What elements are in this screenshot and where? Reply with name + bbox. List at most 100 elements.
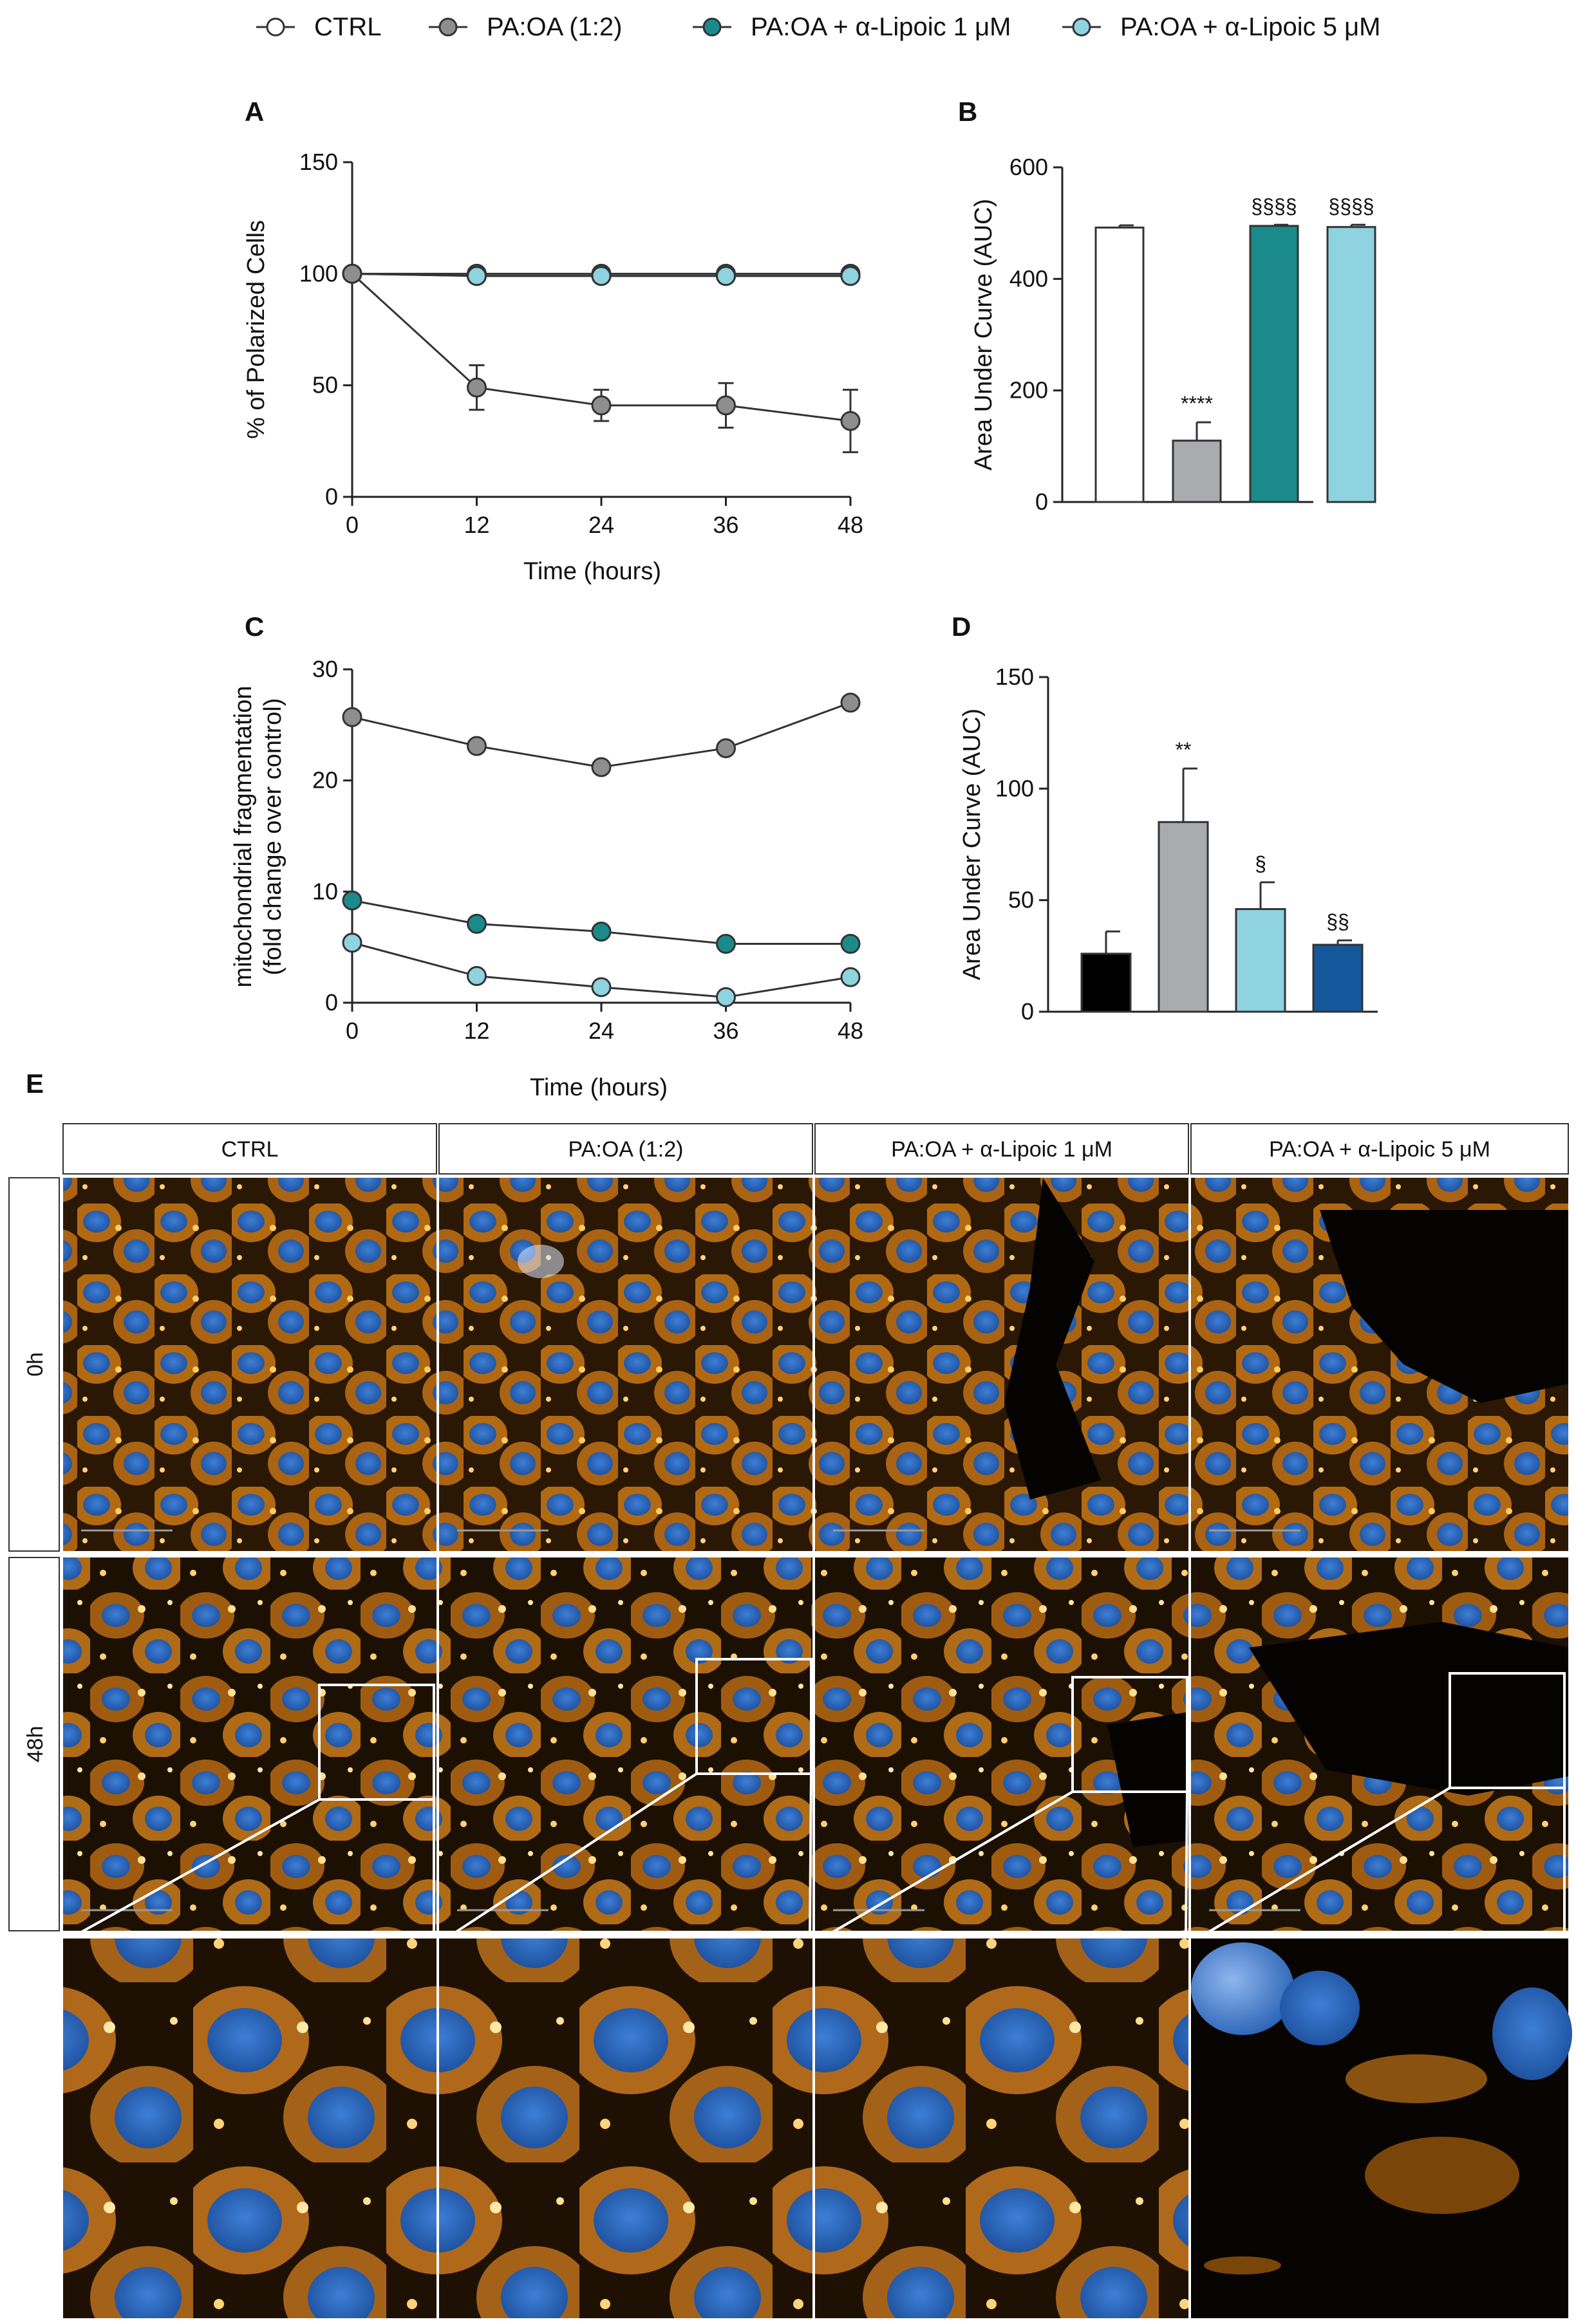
x-tick-label: 0 — [346, 1018, 359, 1044]
panel-a: A 0 50 100 150 0 12 24 36 48 Time (hours) % of … — [243, 97, 863, 585]
micrograph-lipoic-1-zoom — [815, 1938, 1188, 2318]
point-pa-oa-lipoic-1-m — [840, 933, 861, 954]
panel-b: B 0 200 400 600 **** §§§§ §§§§ Area Under Cur… — [958, 97, 1376, 515]
column-header-ctrl: CTRL — [221, 1137, 279, 1162]
legend-label-ctrl: CTRL — [314, 13, 381, 41]
panel-a-y-ticks: 0 50 100 150 — [299, 149, 352, 510]
x-tick-label: 24 — [588, 512, 614, 538]
legend-item-pa-oa: PA:OA (1:2) — [429, 13, 622, 41]
point-pa-oa-lipoic-1-m — [467, 913, 487, 934]
point-pa-oa-1-2 — [840, 693, 861, 713]
micrograph-lipoic-5-0h — [1191, 1178, 1568, 1551]
legend-label-lipoic-5: PA:OA + α-Lipoic 5 μM — [1120, 13, 1380, 41]
row-labels: 0h 48h — [8, 1177, 60, 1931]
zoom-box-lipoic-5 — [1449, 1672, 1566, 1789]
point-pa-oa-1-2 — [467, 736, 487, 756]
panel-c-x-title: Time (hours) — [530, 1074, 668, 1101]
panel-c-y-title-line2: (fold change over control) — [259, 698, 286, 976]
significance-label-pa-oa-lipoic-1-m: §§§§ — [1251, 194, 1297, 218]
panel-letter-e: E — [26, 1068, 44, 1099]
x-tick-label: 36 — [713, 1018, 738, 1044]
panel-a-x-title: Time (hours) — [523, 558, 661, 585]
x-tick-label: 24 — [588, 1018, 614, 1044]
micrograph-ctrl-0h — [63, 1178, 436, 1551]
panel-b-y-ticks: 0 200 400 600 — [1009, 154, 1062, 515]
x-tick-label: 12 — [464, 1018, 489, 1044]
significance-label-pa-oa-lipoic-5-m: §§§§ — [1328, 194, 1374, 218]
point-pa-oa-lipoic-5-m — [467, 266, 487, 286]
point-pa-oa-lipoic-1-m — [716, 933, 736, 954]
point-pa-oa-lipoic-5-m — [591, 977, 612, 998]
micrograph-ctrl-48h — [63, 1557, 436, 1931]
point-pa-oa-1-2 — [591, 395, 612, 416]
zoom-box-ctrl — [318, 1684, 435, 1801]
panel-a-y-title: % of Polarized Cells — [243, 220, 270, 439]
panel-letter-a: A — [245, 97, 264, 127]
legend-item-lipoic-5: PA:OA + α-Lipoic 5 μM — [1062, 13, 1380, 41]
panel-c-x-ticks: 0 12 24 36 48 — [346, 1003, 863, 1044]
zoom-box-pa-oa — [695, 1658, 812, 1775]
y-tick-label: 20 — [312, 767, 338, 794]
bar-pa-oa-lipoic-1-m — [1249, 225, 1299, 503]
micrograph-pa-oa-48h — [439, 1557, 812, 1931]
point-pa-oa-lipoic-5-m — [716, 987, 736, 1007]
point-pa-oa-lipoic-1-m — [342, 890, 362, 911]
column-headers: CTRL PA:OA (1:2) PA:OA + α-Lipoic 1 μM P… — [62, 1123, 1569, 1175]
panel-b-y-title: Area Under Curve (AUC) — [970, 199, 997, 470]
micrograph-lipoic-1-0h — [815, 1178, 1188, 1551]
bar-4 — [1312, 944, 1364, 1013]
point-pa-oa-lipoic-5-m — [716, 266, 736, 286]
significance-label-3: § — [1255, 852, 1266, 875]
point-pa-oa-1-2 — [716, 738, 736, 759]
point-pa-oa-lipoic-1-m — [591, 921, 612, 942]
legend-item-lipoic-1: PA:OA + α-Lipoic 1 μM — [693, 13, 1011, 41]
point-pa-oa-lipoic-5-m — [591, 266, 612, 286]
y-tick-label: 10 — [312, 878, 338, 904]
column-header-lipoic-1: PA:OA + α-Lipoic 1 μM — [891, 1137, 1112, 1162]
point-pa-oa-1-2 — [467, 377, 487, 398]
panel-e: E CTRL PA:OA (1:2) PA:OA + α-Lipoic 1 μM… — [8, 1068, 1572, 2318]
point-pa-oa-1-2 — [342, 263, 362, 284]
bar-ctrl — [1094, 227, 1145, 503]
legend-item-ctrl: CTRL — [256, 13, 381, 41]
y-tick-label: 100 — [299, 260, 338, 286]
y-tick-label: 0 — [1035, 488, 1048, 515]
y-tick-label: 600 — [1009, 154, 1048, 180]
point-pa-oa-lipoic-5-m — [840, 266, 861, 286]
y-tick-label: 150 — [299, 149, 338, 175]
micrograph-pa-oa-0h — [439, 1178, 812, 1551]
y-tick-label: 50 — [1008, 887, 1034, 913]
significance-label-2: ** — [1176, 738, 1192, 761]
micrograph-lipoic-5-zoom — [1191, 1938, 1572, 2318]
panel-b-bars: **** §§§§ §§§§ — [1094, 194, 1376, 503]
micrograph-ctrl-zoom — [63, 1938, 436, 2318]
panel-d-y-ticks: 0 50 100 150 — [995, 664, 1048, 1025]
panel-d-bars: **§§§ — [1080, 738, 1364, 1013]
panel-c-y-ticks: 0 10 20 30 — [312, 656, 352, 1016]
y-tick-label: 0 — [1021, 998, 1034, 1025]
point-pa-oa-lipoic-5-m — [342, 933, 362, 953]
x-tick-label: 48 — [838, 1018, 863, 1044]
significance-label-pa-oa-1-2: **** — [1181, 392, 1213, 415]
row-label-0h: 0h — [23, 1352, 48, 1377]
micrograph-pa-oa-zoom — [439, 1938, 812, 2318]
significance-label-4: §§ — [1326, 910, 1349, 933]
point-pa-oa-1-2 — [840, 411, 861, 431]
bar-2 — [1158, 821, 1209, 1013]
point-pa-oa-lipoic-5-m — [840, 967, 861, 987]
point-pa-oa-1-2 — [591, 757, 612, 777]
y-tick-label: 100 — [995, 775, 1034, 801]
legend-label-pa-oa: PA:OA (1:2) — [487, 13, 622, 41]
row-label-48h: 48h — [23, 1726, 48, 1763]
zoom-guide-lines — [71, 1772, 1566, 1938]
panel-letter-d: D — [952, 611, 971, 642]
point-pa-oa-1-2 — [342, 707, 362, 727]
panel-d-y-title: Area Under Curve (AUC) — [959, 709, 986, 980]
panel-c-series — [342, 693, 861, 1007]
bar-1 — [1080, 953, 1132, 1013]
column-header-lipoic-5: PA:OA + α-Lipoic 5 μM — [1269, 1137, 1490, 1162]
panel-c: C 0 10 20 30 0 12 24 36 48 Time (hours) mitocho… — [230, 611, 863, 1101]
panel-letter-c: C — [245, 611, 264, 642]
